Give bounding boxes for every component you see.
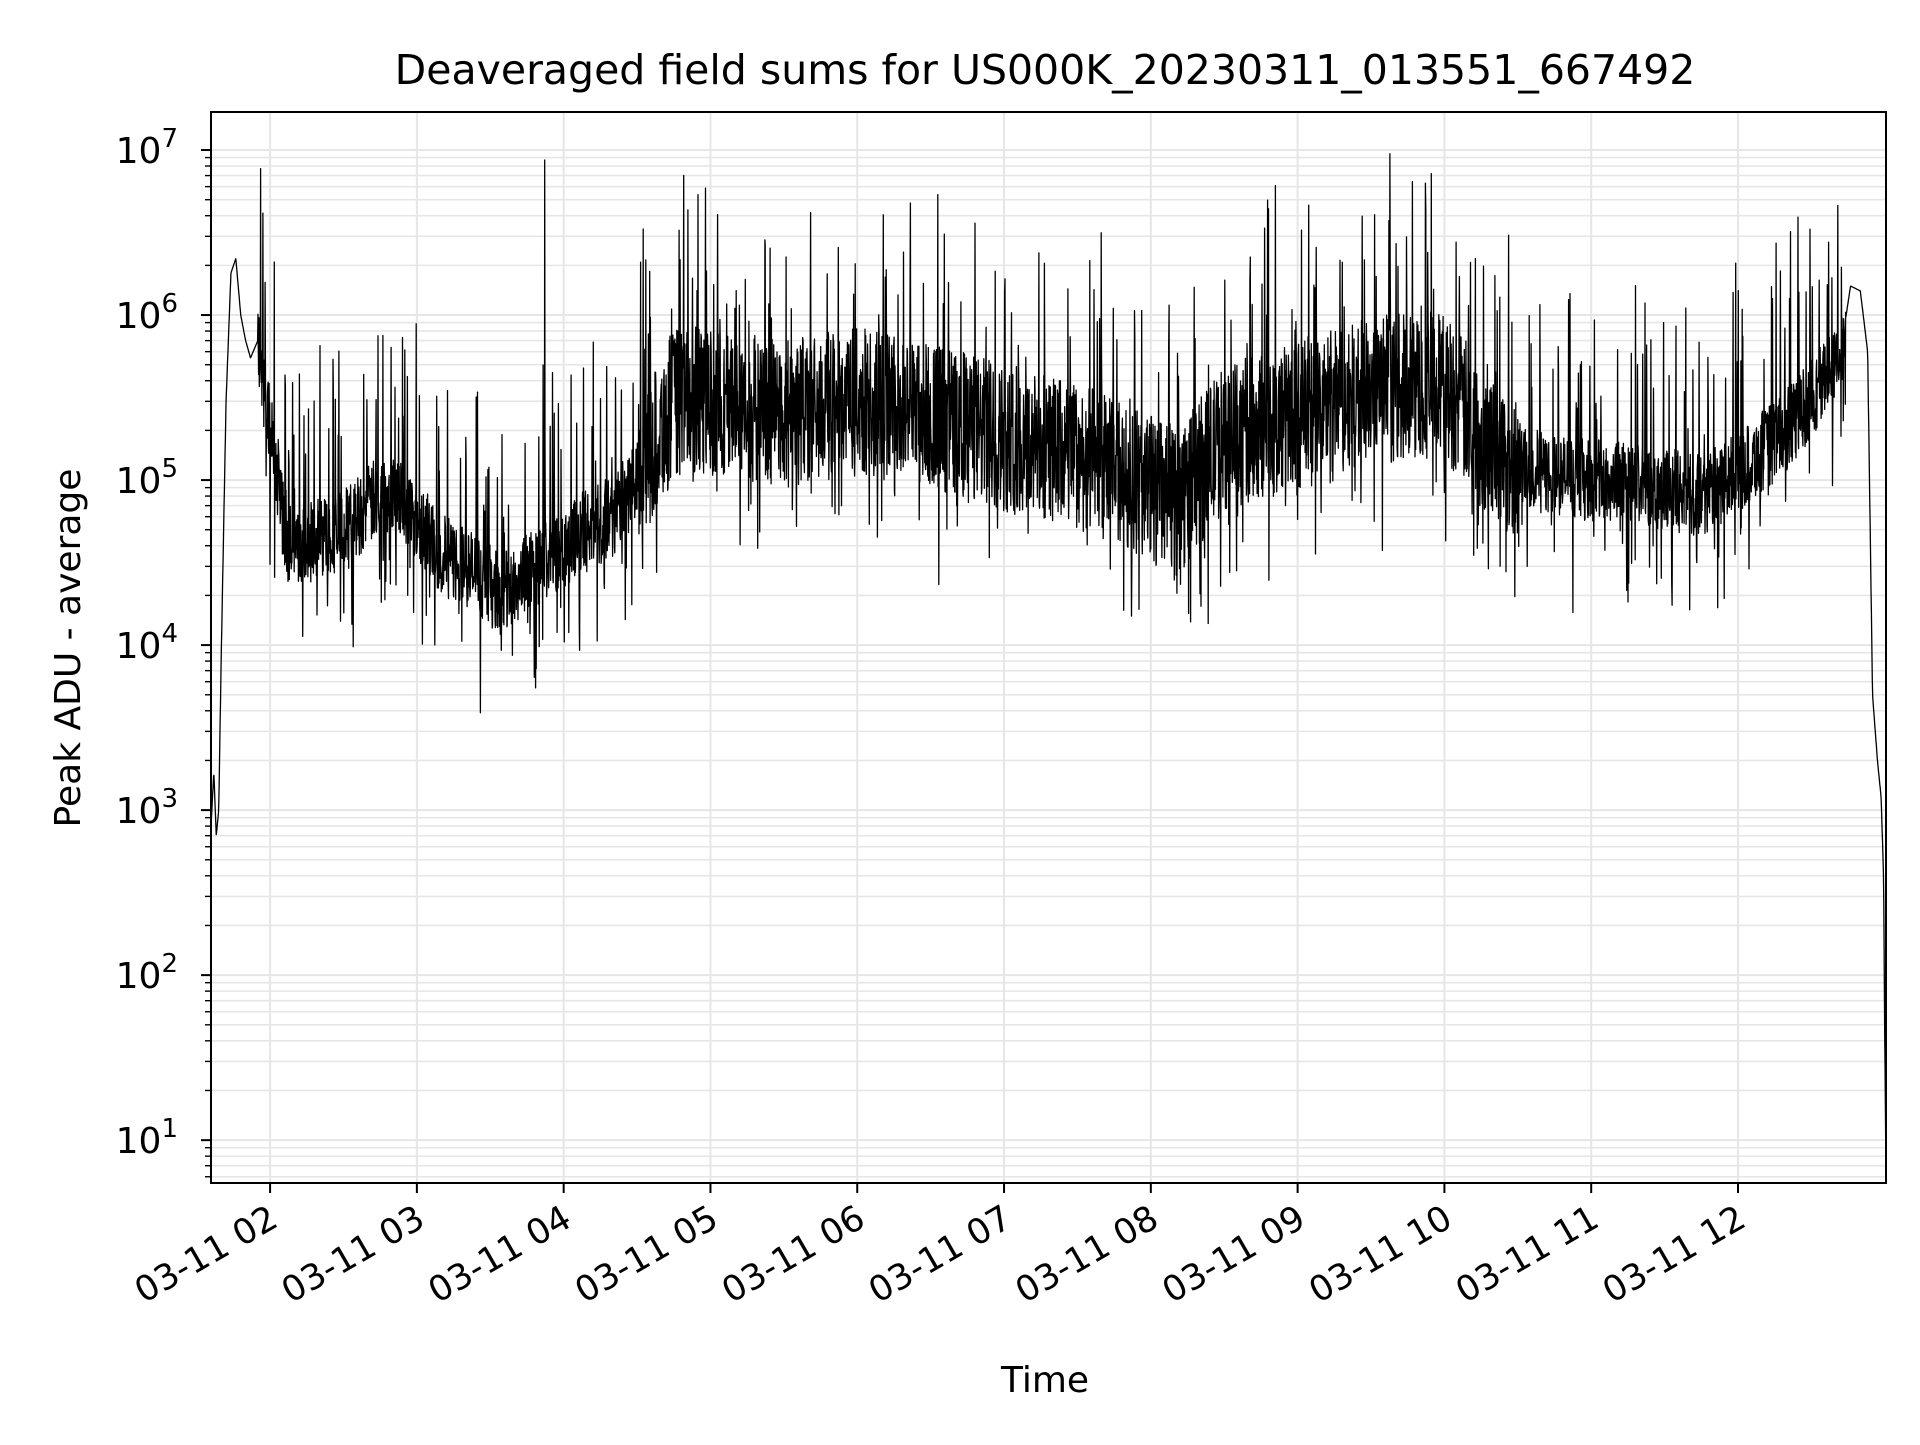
x-axis-label: Time — [1000, 1360, 1089, 1401]
grid-lines — [211, 112, 1886, 1183]
y-tick-exponent: 4 — [161, 619, 178, 649]
y-tick-exponent: 5 — [161, 454, 178, 484]
y-tick-label: 107 — [116, 124, 178, 172]
y-tick-exponent: 6 — [161, 289, 178, 319]
y-tick-label: 101 — [116, 1114, 178, 1162]
y-tick-label: 103 — [116, 784, 178, 832]
plot-frame — [210, 111, 1887, 1184]
y-tick-base: 10 — [116, 956, 162, 997]
y-tick-base: 10 — [116, 296, 162, 337]
y-tick-base: 10 — [116, 1121, 162, 1162]
y-axis-label: Peak ADU - average — [48, 469, 89, 828]
y-tick-label: 102 — [116, 949, 178, 997]
y-tick-base: 10 — [116, 626, 162, 667]
y-tick-base: 10 — [116, 791, 162, 832]
y-tick-base: 10 — [116, 461, 162, 502]
y-tick-exponent: 2 — [161, 949, 178, 979]
y-tick-label: 104 — [116, 619, 178, 667]
y-tick-base: 10 — [116, 131, 162, 172]
y-tick-label: 105 — [116, 454, 178, 502]
y-tick-exponent: 1 — [161, 1114, 178, 1144]
data-layer — [210, 153, 1887, 1146]
chart-title: Deaveraged field sums for US000K_2023031… — [395, 46, 1696, 94]
y-tick-label: 106 — [116, 289, 178, 337]
y-tick-exponent: 7 — [161, 124, 178, 154]
series-line — [210, 153, 1887, 1146]
y-tick-exponent: 3 — [161, 784, 178, 814]
